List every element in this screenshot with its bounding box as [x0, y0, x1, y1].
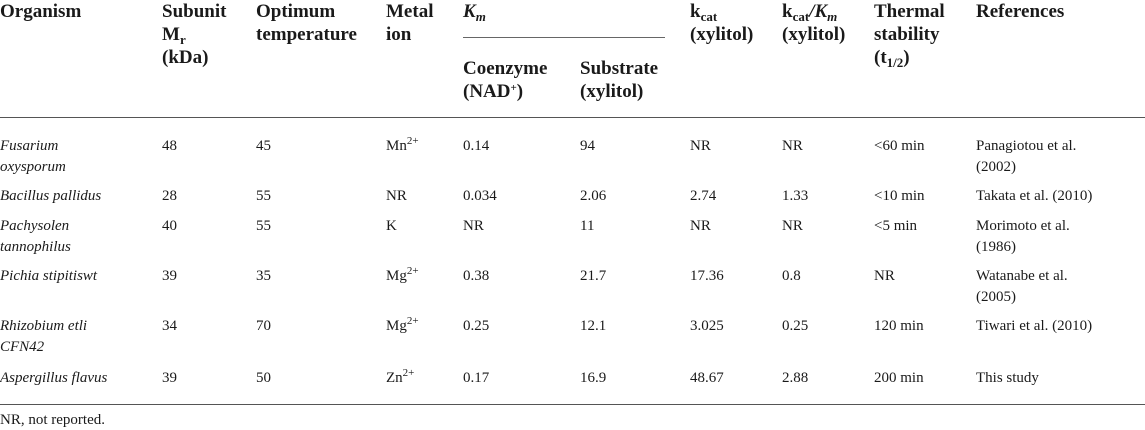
- substrate-cell: 11: [580, 218, 595, 234]
- header-metal-ion: Metal ion: [386, 1, 434, 45]
- organism-cell: Fusarium oxysporum: [0, 138, 66, 175]
- thermal-cell: 200 min: [874, 370, 924, 386]
- kcat-km-cell: NR: [782, 218, 803, 234]
- organism-cell: Pachysolen tannophilus: [0, 218, 71, 255]
- temperature-cell: 55: [256, 218, 271, 234]
- metal-cell: Mg2+: [386, 315, 419, 335]
- header-organism: Organism: [0, 1, 82, 22]
- mr-cell: 39: [162, 370, 177, 386]
- organism-cell: Rhizobium etli CFN42: [0, 318, 88, 355]
- organism-cell: Pichia stipitiswt: [0, 268, 98, 284]
- temperature-cell: 45: [256, 138, 271, 154]
- organism-cell: Aspergillus flavus: [0, 370, 108, 386]
- header-references: References: [976, 1, 1065, 22]
- kcat-cell: NR: [690, 138, 711, 154]
- mr-cell: 28: [162, 188, 177, 204]
- mr-cell: 40: [162, 218, 177, 234]
- header-substrate: Substrate (xylitol): [580, 58, 659, 102]
- coenzyme-cell: 0.17: [463, 370, 490, 386]
- kcat-km-cell: 1.33: [782, 188, 809, 204]
- metal-cell: Mg2+: [386, 265, 419, 285]
- thermal-cell: <60 min: [874, 138, 925, 154]
- kcat-cell: 17.36: [690, 268, 724, 284]
- coenzyme-cell: 0.25: [463, 318, 490, 334]
- kcat-cell: 48.67: [690, 370, 724, 386]
- coenzyme-cell: NR: [463, 218, 484, 234]
- thermal-cell: NR: [874, 268, 895, 284]
- kcat-cell: 3.025: [690, 318, 724, 334]
- header-kcat-km: kcat/Km (xylitol): [782, 1, 846, 45]
- substrate-cell: 16.9: [580, 370, 607, 386]
- header-thermal-stability: Thermal stability (t1/2): [874, 1, 945, 70]
- metal-cell: NR: [386, 188, 407, 204]
- reference-cell: Watanabe et al. (2005): [976, 268, 1068, 305]
- kcat-km-cell: 2.88: [782, 370, 809, 386]
- header-bottom-rule: [0, 117, 1145, 118]
- header-optimum-temperature: Optimum temperature: [256, 1, 357, 45]
- reference-cell: Morimoto et al. (1986): [976, 218, 1070, 255]
- header-km: Km: [463, 1, 486, 24]
- table-footnote: NR, not reported.: [0, 412, 105, 428]
- substrate-cell: 2.06: [580, 188, 607, 204]
- temperature-cell: 55: [256, 188, 271, 204]
- reference-cell: Takata et al. (2010): [976, 188, 1093, 204]
- mr-cell: 39: [162, 268, 177, 284]
- coenzyme-cell: 0.034: [463, 188, 497, 204]
- kcat-cell: NR: [690, 218, 711, 234]
- kcat-km-cell: 0.25: [782, 318, 809, 334]
- kcat-km-cell: 0.8: [782, 268, 801, 284]
- metal-cell: K: [386, 218, 397, 234]
- metal-cell: Zn2+: [386, 367, 415, 387]
- temperature-cell: 35: [256, 268, 271, 284]
- header-kcat: kcat (xylitol): [690, 1, 754, 45]
- temperature-cell: 70: [256, 318, 271, 334]
- header-subunit-mr: Subunit Mr (kDa): [162, 1, 227, 68]
- mr-cell: 48: [162, 138, 177, 154]
- kcat-cell: 2.74: [690, 188, 717, 204]
- substrate-cell: 94: [580, 138, 595, 154]
- header-coenzyme: Coenzyme (NAD+): [463, 58, 548, 102]
- substrate-cell: 21.7: [580, 268, 607, 284]
- coenzyme-cell: 0.14: [463, 138, 490, 154]
- coenzyme-cell: 0.38: [463, 268, 490, 284]
- thermal-cell: 120 min: [874, 318, 924, 334]
- reference-cell: This study: [976, 370, 1039, 386]
- km-group-rule: [463, 37, 665, 38]
- organism-cell: Bacillus pallidus: [0, 188, 102, 204]
- substrate-cell: 12.1: [580, 318, 607, 334]
- temperature-cell: 50: [256, 370, 271, 386]
- metal-cell: Mn2+: [386, 135, 419, 155]
- thermal-cell: <5 min: [874, 218, 918, 234]
- kcat-km-cell: NR: [782, 138, 803, 154]
- reference-cell: Tiwari et al. (2010): [976, 318, 1093, 334]
- mr-cell: 34: [162, 318, 177, 334]
- table-bottom-rule: [0, 404, 1145, 405]
- reference-cell: Panagiotou et al. (2002): [976, 138, 1077, 175]
- thermal-cell: <10 min: [874, 188, 925, 204]
